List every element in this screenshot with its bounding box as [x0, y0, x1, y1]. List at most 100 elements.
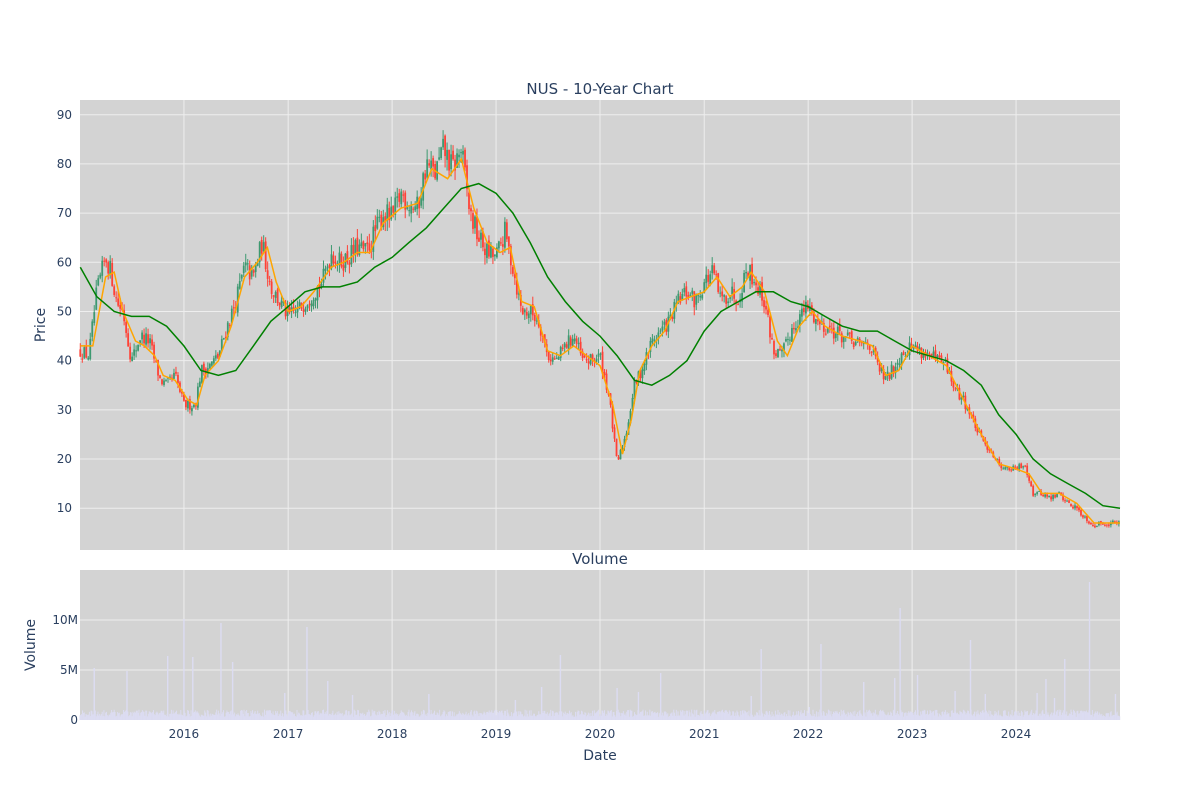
candle-body: [575, 338, 578, 344]
x-tick-label: 2021: [689, 727, 720, 741]
candle-body: [599, 353, 602, 355]
candle-body: [721, 291, 724, 297]
candle-body: [802, 308, 805, 313]
candle-body: [591, 354, 594, 361]
candle-body: [318, 284, 321, 289]
candle-body: [193, 404, 195, 408]
candle-body: [914, 344, 917, 348]
price-chart-title: NUS - 10-Year Chart: [526, 80, 673, 98]
date-x-ticks: 2016 2017 2018 2019 2020 2021 2022 2023 2024: [169, 727, 1032, 741]
candle-body: [298, 302, 301, 308]
candle-body: [276, 289, 279, 304]
candle-body: [938, 355, 941, 357]
candle-body: [478, 237, 480, 242]
candle-body: [278, 302, 281, 306]
candle-body: [232, 307, 235, 309]
candle-body: [224, 336, 227, 338]
candle-body: [173, 372, 175, 379]
candle-body: [577, 343, 580, 345]
candle-body: [683, 288, 686, 293]
candle-body: [677, 293, 680, 302]
candle-body: [912, 346, 915, 350]
candle-body: [107, 262, 110, 274]
candle-body: [187, 400, 189, 409]
candle-body: [767, 309, 769, 315]
candle-body: [605, 373, 608, 390]
candle-body: [141, 332, 143, 340]
candle-body: [258, 242, 261, 263]
candle-body: [93, 312, 96, 323]
candle-body: [288, 307, 291, 313]
candle-body: [753, 282, 755, 284]
candle-body: [394, 197, 397, 215]
candle-body: [1092, 525, 1094, 527]
candle-body: [709, 274, 712, 285]
candle-body: [175, 371, 177, 374]
candle-body: [264, 241, 267, 270]
candle-body: [143, 334, 145, 344]
candle-body: [930, 353, 933, 356]
candle-body: [314, 298, 317, 301]
candle-body: [808, 306, 811, 311]
candle-body: [822, 322, 825, 332]
candle-body: [133, 349, 136, 356]
candle-body: [579, 341, 582, 354]
candle-body: [212, 358, 215, 364]
candle-body: [330, 254, 333, 269]
candle-body: [79, 349, 82, 357]
candle-body: [902, 352, 905, 355]
candle-body: [1004, 467, 1007, 470]
candle-body: [773, 340, 775, 355]
candle-body: [535, 320, 538, 322]
candle-body: [657, 332, 660, 339]
candle-body: [745, 271, 747, 274]
candle-body: [1058, 491, 1060, 493]
candle-body: [699, 296, 702, 298]
candle-body: [139, 340, 141, 344]
candle-body: [671, 316, 674, 320]
candle-body: [310, 303, 313, 307]
candle-body: [763, 300, 765, 308]
volume-bars: [79, 582, 1121, 720]
candle-body: [936, 355, 939, 359]
candle-body: [189, 399, 191, 410]
candle-body: [111, 262, 114, 286]
candle-body: [886, 371, 889, 377]
price-y-tick-label: 60: [57, 255, 72, 269]
candle-body: [1044, 494, 1047, 497]
candle-body: [460, 152, 462, 154]
candle-body: [340, 253, 343, 267]
candle-body: [719, 292, 722, 294]
candle-body: [643, 363, 646, 371]
candle-body: [444, 135, 446, 157]
candle-body: [529, 305, 532, 315]
candle-body: [406, 207, 409, 209]
candle-body: [1086, 515, 1088, 522]
candle-body: [679, 296, 682, 303]
candle-body: [131, 356, 134, 362]
candle-body: [801, 308, 803, 317]
candle-body: [631, 397, 634, 410]
candle-body: [1080, 509, 1082, 516]
candle-body: [597, 353, 600, 357]
candle-body: [934, 350, 937, 358]
candle-body: [87, 357, 90, 360]
candle-body: [585, 359, 588, 361]
candle-body: [1096, 525, 1098, 527]
candle-body: [137, 344, 139, 351]
volume-y-tick-label: 0: [70, 713, 78, 727]
candle-body: [440, 147, 442, 159]
candle-body: [651, 338, 654, 343]
x-tick-label: 2020: [585, 727, 616, 741]
candle-body: [703, 282, 706, 294]
candle-body: [533, 314, 536, 322]
candle-body: [328, 265, 331, 268]
candle-body: [392, 205, 395, 213]
candle-body: [521, 308, 524, 315]
candle-body: [781, 349, 783, 352]
candle-body: [872, 349, 875, 353]
candle-body: [476, 216, 478, 240]
candle-body: [850, 331, 853, 341]
candle-body: [274, 292, 277, 298]
candle-body: [488, 240, 490, 257]
